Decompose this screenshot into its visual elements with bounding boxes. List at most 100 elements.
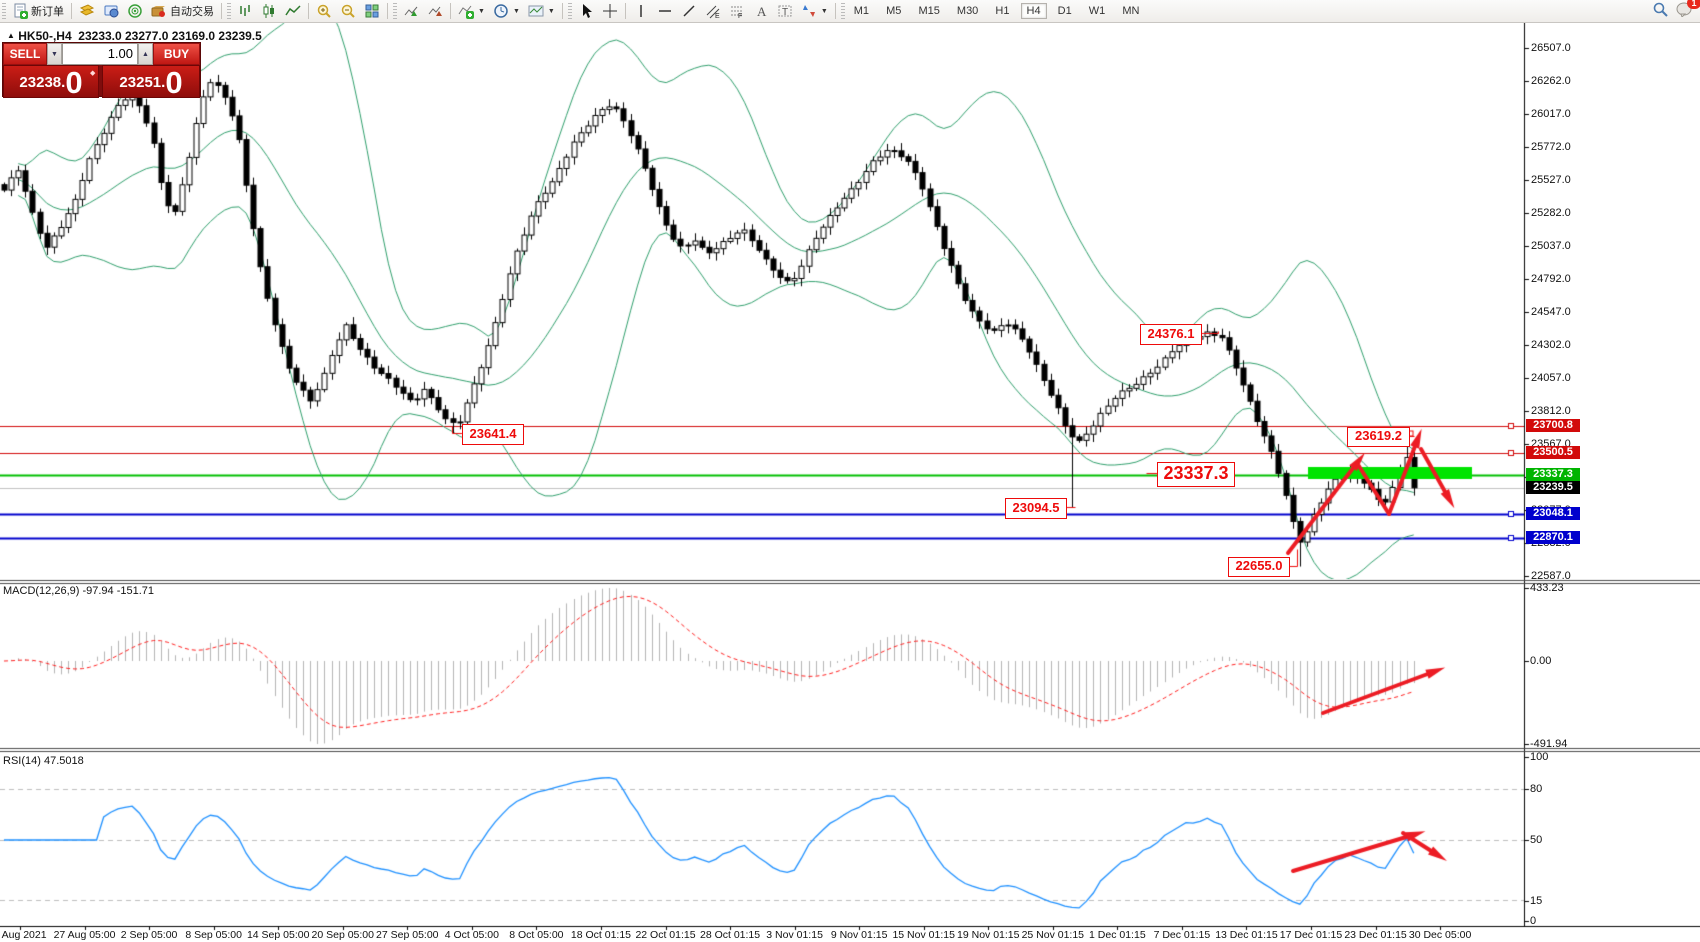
new-order-icon [12,3,28,19]
label-icon: T [777,3,793,19]
zoom-in-icon [316,3,332,19]
buy-price[interactable]: 23251. 0 [102,65,200,98]
arrows-button[interactable]: ▼ [797,0,832,22]
candlestick-icon [261,3,277,19]
sell-button[interactable]: SELL [3,43,47,65]
templates-button[interactable]: ▼ [524,0,559,22]
svg-text:T: T [782,7,788,18]
hline-icon [657,3,673,19]
signals-icon [127,3,143,19]
notification-badge: 1 [1687,0,1700,9]
data-window-button[interactable] [99,0,123,22]
macd-indicator-label: MACD(12,26,9) -97.94 -151.71 [3,585,155,597]
tile-windows-icon [364,3,380,19]
price-annotation[interactable]: 23619.2 [1347,427,1410,447]
crosshair-button[interactable] [598,0,622,22]
cursor-icon [578,3,594,19]
tab-m5[interactable]: M5 [886,5,902,17]
new-order-button[interactable]: 新订单 [8,0,68,22]
symbol-marker-icon: ▲ [7,31,15,40]
sell-price[interactable]: 23238. 0 [3,65,99,98]
sell-price-big-digit: 0 [65,65,83,100]
price-annotation[interactable]: 23641.4 [462,424,524,445]
sell-price-main: 23238 [19,74,62,91]
auto-scroll-button[interactable] [399,0,423,22]
tab-w1[interactable]: W1 [1088,5,1106,17]
tile-windows-button[interactable] [360,0,384,22]
zoom-in-button[interactable] [312,0,336,22]
one-click-trading-panel: SELL ▼ 1.00 ▲ BUY 23238. 0 23251. 0 ◆ [2,42,201,98]
auto-trading-icon [151,3,167,19]
rsi-indicator-label: RSI(14) 47.5018 [3,755,84,767]
vline-button[interactable] [629,0,653,22]
tab-d1[interactable]: D1 [1057,5,1072,17]
periods-icon [493,3,509,19]
bar-chart-icon [237,3,253,19]
periods-button[interactable]: ▼ [489,0,524,22]
buy-button[interactable]: BUY [153,43,200,65]
chart-shift-icon [427,3,443,19]
indicators-button[interactable]: ▼ [454,0,489,22]
fibonacci-button[interactable]: F [725,0,749,22]
new-order-label: 新订单 [31,6,64,18]
chart-title: ▲ HK50-,H4 23233.0 23277.0 23169.0 23239… [7,29,262,43]
trendline-icon [681,3,697,19]
profiles-icon [79,3,95,19]
svg-text:A: A [757,4,767,19]
text-icon: A [753,3,769,19]
text-button[interactable]: A [749,0,773,22]
volume-input[interactable]: 1.00 [62,43,138,65]
price-annotation[interactable]: 23337.3 [1157,462,1235,487]
tab-m15[interactable]: M15 [918,5,940,17]
crosshair-icon [602,3,618,19]
vline-icon [633,3,649,19]
toolbar-grip [2,3,6,19]
cursor-button[interactable] [574,0,598,22]
svg-text:E: E [715,13,720,19]
auto-trading-label: 自动交易 [170,6,214,18]
tab-h1[interactable]: H1 [995,5,1010,17]
profiles-button[interactable] [75,0,99,22]
bar-chart-button[interactable] [233,0,257,22]
line-chart-button[interactable] [281,0,305,22]
buy-price-big-digit: 0 [165,65,183,100]
search-icon[interactable] [1652,1,1668,17]
price-annotation[interactable]: 23094.5 [1005,498,1067,519]
auto-trading-button[interactable]: 自动交易 [147,0,218,22]
timeframe-group: M1 M5 M15 M30 H1 H4 D1 W1 MN [847,3,1147,19]
trendline-button[interactable] [677,0,701,22]
channel-icon: E [705,3,721,20]
arrows-icon [801,3,817,19]
price-annotation[interactable]: 24376.1 [1140,324,1202,345]
buy-price-dot: . [161,74,166,91]
candlestick-button[interactable] [257,0,281,22]
volume-down-button[interactable]: ▼ [47,43,62,65]
zoom-out-button[interactable] [336,0,360,22]
volume-up-button[interactable]: ▲ [138,43,153,65]
zoom-out-icon [340,3,356,19]
channel-button[interactable]: E [701,0,725,22]
svg-text:F: F [738,13,742,19]
signals-button[interactable] [123,0,147,22]
line-chart-icon [285,3,301,19]
hline-button[interactable] [653,0,677,22]
data-window-icon [103,3,119,19]
tab-m30[interactable]: M30 [956,5,979,17]
indicators-icon [458,3,474,19]
chart-shift-button[interactable] [423,0,447,22]
tab-mn[interactable]: MN [1122,5,1140,17]
templates-icon [528,3,544,19]
fibonacci-icon: F [729,3,745,20]
chat-icon[interactable]: 1 [1676,0,1700,18]
auto-scroll-icon [403,3,419,19]
ohlc-values: 23233.0 23277.0 23169.0 23239.5 [78,29,262,43]
label-button[interactable]: T [773,0,797,22]
price-annotation[interactable]: 22655.0 [1228,557,1290,577]
toolbar: 新订单 自动交易 [0,0,1700,23]
tab-m1[interactable]: M1 [853,5,870,17]
tab-h4[interactable]: H4 [1020,3,1047,19]
sell-price-dot: . [61,74,66,91]
symbol-label: HK50-,H4 [18,29,72,43]
